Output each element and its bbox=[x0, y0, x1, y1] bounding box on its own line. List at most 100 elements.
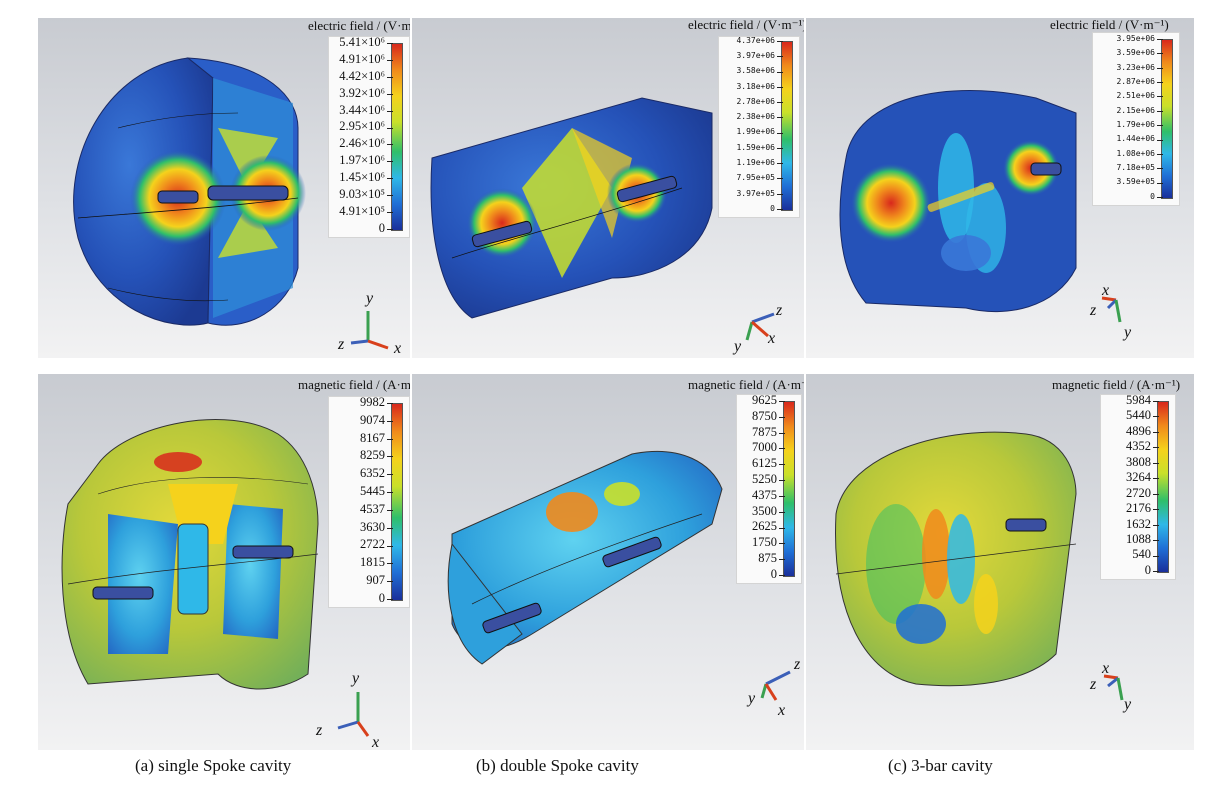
legend-tick-mark bbox=[779, 480, 785, 482]
legend-tick-label: 907 bbox=[366, 573, 385, 588]
legend-tick-mark bbox=[387, 492, 393, 494]
color-legend: 3.95e+06 3.59e+06 3.23e+06 2.87e+06 2.51e+06… bbox=[1092, 32, 1180, 206]
legend-tick-mark bbox=[779, 543, 785, 545]
legend-tick-label: 3.92×10⁶ bbox=[339, 85, 385, 100]
legend-title: magnetic field / (A·m⁻¹) bbox=[1052, 377, 1181, 392]
panel-b-electric: electric field / (V·m⁻¹) 4.37e+06 3.97e+0… bbox=[412, 18, 804, 358]
axis-triad bbox=[1101, 296, 1122, 323]
legend-tick-mark bbox=[1153, 447, 1159, 449]
legend-tick-label: 2.78e+06 bbox=[736, 96, 775, 106]
legend-tick-label: 5250 bbox=[752, 471, 777, 486]
legend-tick-label: 3.23e+06 bbox=[1116, 62, 1155, 72]
axis-label-right: y bbox=[1124, 696, 1132, 713]
legend-tick-label: 1.97×10⁶ bbox=[339, 153, 385, 168]
legend-tick-mark bbox=[387, 509, 393, 511]
legend-tick-mark bbox=[387, 474, 393, 476]
axis-triad bbox=[760, 670, 791, 701]
legend-tick-label: 1815 bbox=[360, 555, 385, 570]
legend-tick-label: 4.91×10⁵ bbox=[339, 203, 385, 218]
color-legend: 9625 8750 7875 7000 6125 5250 4375 3500 2625 1750… bbox=[736, 392, 802, 584]
legend-tick-mark bbox=[1157, 197, 1163, 198]
legend-tick-label: 9.03×10⁵ bbox=[339, 187, 385, 202]
axis-label-right: x bbox=[768, 330, 776, 347]
legend-tick-mark bbox=[777, 147, 783, 149]
legend-tick-mark bbox=[1157, 153, 1163, 155]
legend-tick-mark bbox=[387, 420, 393, 422]
color-scale-bar bbox=[781, 41, 793, 211]
color-scale-bar bbox=[1161, 39, 1173, 199]
axis-label-right: x bbox=[372, 734, 380, 750]
legend-tick-mark bbox=[777, 163, 783, 165]
panel-c-magnetic: magnetic field / (A·m⁻¹) 5984 5440 4896 435… bbox=[806, 374, 1194, 750]
legend-tick-mark bbox=[1153, 416, 1159, 418]
legend-title: magnetic field / (A·m⁻¹) bbox=[688, 377, 804, 392]
legend-tick-mark bbox=[387, 59, 393, 61]
caption-b: (b) double Spoke cavity bbox=[476, 756, 639, 775]
legend-tick-mark bbox=[777, 56, 783, 58]
panel-b-magnetic: magnetic field / (A·m⁻¹) 9625 8750 7875 700… bbox=[412, 374, 804, 750]
legend-tick-mark bbox=[387, 93, 393, 95]
axis-triad bbox=[337, 692, 370, 737]
caption-a: (a) single Spoke cavity bbox=[135, 756, 292, 775]
legend-tick-mark bbox=[387, 43, 393, 44]
legend-tick-label: 3.18e+06 bbox=[736, 81, 775, 91]
legend-tick-label: 2.38e+06 bbox=[736, 112, 775, 122]
legend-tick-label: 1632 bbox=[1126, 516, 1151, 531]
legend-tick-label: 5445 bbox=[360, 483, 385, 498]
legend-tick-label: 7.95e+05 bbox=[736, 173, 775, 183]
legend-tick-mark bbox=[777, 71, 783, 73]
legend-tick-label: 6352 bbox=[360, 466, 385, 481]
legend-tick-label: 8167 bbox=[360, 430, 385, 445]
legend-tick-label: 7000 bbox=[752, 440, 777, 455]
axis-label-left: z bbox=[1090, 676, 1097, 693]
legend-tick-label: 2.46×10⁶ bbox=[339, 136, 385, 151]
legend-tick-mark bbox=[387, 563, 393, 565]
legend-tick-label: 3.59e+06 bbox=[1116, 48, 1155, 58]
legend-tick-mark bbox=[779, 495, 785, 497]
legend-tick-mark bbox=[1153, 401, 1159, 402]
legend-tick-mark bbox=[387, 127, 393, 129]
legend-tick-label: 2.51e+06 bbox=[1116, 91, 1155, 101]
axis-label-right: x bbox=[394, 340, 402, 357]
legend-tick-mark bbox=[1153, 478, 1159, 480]
legend-tick-label: 0 bbox=[1150, 191, 1155, 201]
legend-tick-label: 7875 bbox=[752, 424, 777, 439]
axis-triad bbox=[1103, 674, 1124, 701]
legend-tick-label: 8750 bbox=[752, 408, 777, 423]
axis-label-left: y bbox=[748, 690, 756, 707]
legend-tick-mark bbox=[1157, 96, 1163, 98]
color-legend: 4.37e+06 3.97e+06 3.58e+06 3.18e+06 2.78e+06… bbox=[718, 36, 800, 218]
color-legend: 9982 9074 8167 8259 6352 5445 4537 3630 2722 1815… bbox=[328, 394, 410, 608]
legend-tick-label: 6125 bbox=[752, 456, 777, 471]
axis-label-up: z bbox=[776, 302, 783, 319]
legend-tick-label: 9074 bbox=[360, 412, 385, 427]
legend-tick-mark bbox=[1153, 462, 1159, 464]
legend-tick-label: 3.59e+05 bbox=[1116, 177, 1155, 187]
legend-tick-mark bbox=[387, 212, 393, 214]
legend-tick-mark bbox=[777, 102, 783, 104]
legend-tick-label: 5.41×10⁶ bbox=[339, 34, 385, 49]
axis-label-right: x bbox=[778, 702, 786, 719]
legend-tick-label: 3.97e+05 bbox=[736, 188, 775, 198]
legend-tick-mark bbox=[387, 195, 393, 197]
legend-tick-mark bbox=[779, 511, 785, 513]
color-scale-bar bbox=[391, 43, 403, 231]
legend-tick-label: 540 bbox=[1132, 547, 1151, 562]
legend-tick-mark bbox=[387, 229, 393, 230]
legend-tick-label: 1.08e+06 bbox=[1116, 148, 1155, 158]
legend-tick-label: 9625 bbox=[752, 392, 777, 407]
legend-tick-mark bbox=[779, 559, 785, 561]
legend-tick-mark bbox=[387, 144, 393, 146]
legend-tick-mark bbox=[1153, 540, 1159, 542]
legend-tick-label: 0 bbox=[770, 566, 777, 581]
legend-tick-mark bbox=[777, 193, 783, 195]
legend-tick-mark bbox=[1157, 139, 1163, 141]
legend-tick-mark bbox=[387, 76, 393, 78]
legend-tick-mark bbox=[1153, 555, 1159, 557]
legend-tick-label: 5984 bbox=[1126, 392, 1151, 407]
legend-tick-label: 9982 bbox=[360, 394, 385, 409]
axis-label-up: x bbox=[1102, 660, 1110, 677]
legend-title: electric field / (V·m⁻¹) bbox=[308, 18, 410, 33]
legend-tick-label: 3264 bbox=[1126, 470, 1151, 485]
legend-tick-mark bbox=[1157, 168, 1163, 170]
